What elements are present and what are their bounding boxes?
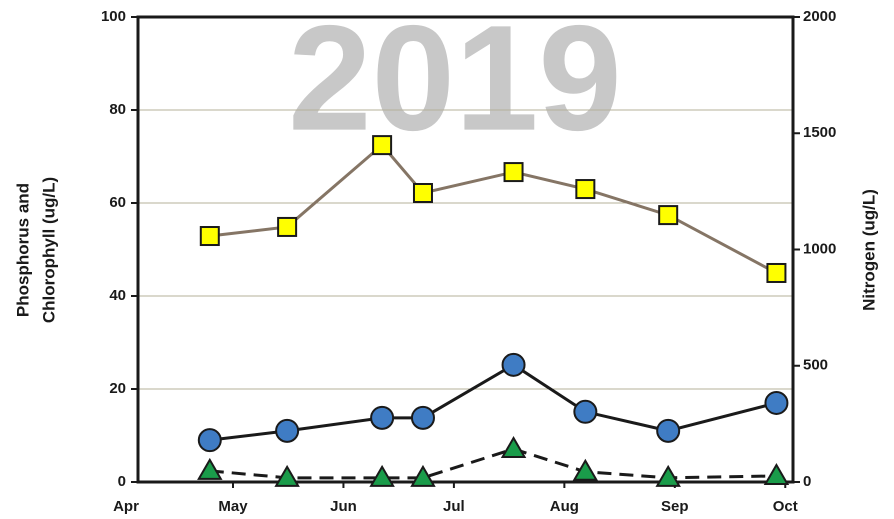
series-line <box>209 363 777 442</box>
marker <box>656 418 681 443</box>
y2-tick-label: 500 <box>803 357 828 374</box>
marker <box>275 418 300 443</box>
marker <box>763 462 790 485</box>
x-tick-label: Jul <box>443 498 465 515</box>
marker <box>277 216 298 237</box>
marker <box>372 135 393 156</box>
marker <box>410 464 436 487</box>
series-line <box>209 142 778 275</box>
y-tick-label: 80 <box>109 101 126 118</box>
marker <box>412 183 433 204</box>
marker <box>503 162 524 183</box>
marker <box>369 464 395 487</box>
marker <box>573 399 598 424</box>
marker <box>572 458 599 481</box>
y-tick-label: 0 <box>118 473 126 490</box>
marker <box>655 464 681 487</box>
marker <box>766 262 787 283</box>
y2-tick-label: 0 <box>803 473 811 490</box>
y2-tick-label: 1500 <box>803 124 836 141</box>
marker <box>500 435 527 458</box>
marker <box>274 464 300 487</box>
y-axis-label: Chlorophyll (ug/L) <box>39 177 58 323</box>
marker <box>410 405 435 430</box>
plot-frame <box>136 15 795 484</box>
chart-title: 2019 <box>288 0 622 162</box>
x-tick-label: Oct <box>773 498 798 515</box>
x-tick-label: Apr <box>113 498 139 515</box>
y-tick-label: 100 <box>101 8 126 25</box>
marker <box>501 352 526 377</box>
y2-tick-label: 1000 <box>803 240 836 257</box>
series-line <box>209 447 777 480</box>
marker <box>658 205 679 226</box>
marker <box>370 405 395 430</box>
marker <box>197 428 222 453</box>
marker <box>575 179 596 200</box>
x-tick-label: Aug <box>550 498 579 515</box>
y-tick-label: 60 <box>109 194 126 211</box>
marker <box>197 457 223 480</box>
x-tick-label: Jun <box>330 498 357 515</box>
y-axis-label: Phosphorus and <box>13 183 32 317</box>
y-tick-label: 40 <box>109 287 126 304</box>
marker <box>199 226 220 247</box>
y-tick-label: 20 <box>109 380 126 397</box>
y2-axis-label: Nitrogen (ug/L) <box>859 189 878 311</box>
marker <box>764 390 789 415</box>
x-tick-label: May <box>218 498 248 515</box>
x-tick-label: Sep <box>661 498 689 515</box>
y2-tick-label: 2000 <box>803 8 836 25</box>
